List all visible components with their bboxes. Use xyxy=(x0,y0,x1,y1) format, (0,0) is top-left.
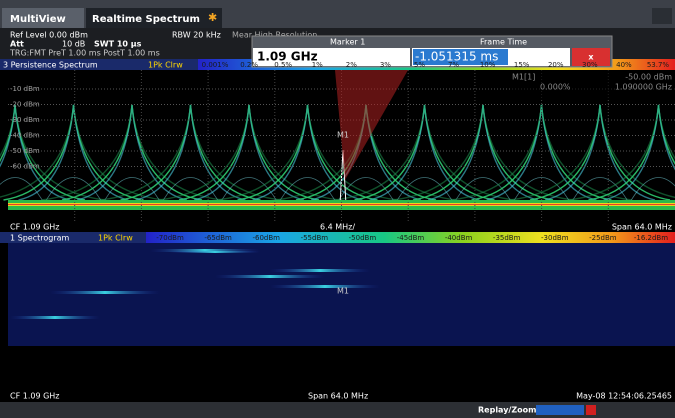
colorbar-label: 40% xyxy=(616,61,632,69)
colorbar-label: -25dBm xyxy=(589,234,617,242)
span: Span 64.0 MHz xyxy=(612,223,672,232)
colorbar-label: -16.2dBm xyxy=(634,234,668,242)
y-label: -40 dBm xyxy=(10,132,40,140)
colorbar-label: 15% xyxy=(514,61,530,69)
dialog-label: Marker 1 xyxy=(330,38,365,47)
marker-tag: M1 xyxy=(337,131,349,140)
colorbar-label: -45dBm xyxy=(397,234,425,242)
marker-pct: 0.000% xyxy=(540,83,571,92)
att-value: 10 dB xyxy=(62,40,85,49)
ref-level: Ref Level 0.00 dBm xyxy=(10,31,88,40)
colorbar-label: -35dBm xyxy=(493,234,521,242)
y-label: -50 dBm xyxy=(10,147,40,155)
colorbar-label: -30dBm xyxy=(541,234,569,242)
screen: MultiView Realtime Spectrum ✱ Ref Level … xyxy=(0,0,675,418)
spectrogram-empty xyxy=(8,346,675,390)
status-icon xyxy=(586,405,596,415)
colorbar-label: 0.5% xyxy=(274,61,292,69)
rbw: RBW 20 kHz xyxy=(172,31,221,40)
marker-name: M1[1] xyxy=(512,73,535,82)
swt: SWT 10 µs xyxy=(94,40,142,49)
tab-label: MultiView xyxy=(10,14,66,25)
marker-tag: M1 xyxy=(337,287,349,296)
colorbar-label: 30% xyxy=(582,61,598,69)
colorbar-label: -55dBm xyxy=(301,234,329,242)
div: 6.4 MHz/ xyxy=(320,223,355,232)
menu-button[interactable] xyxy=(652,8,672,24)
trigger: TRG:FMT PreT 1.00 ms PostT 1.00 ms xyxy=(9,49,160,58)
progress xyxy=(536,405,584,415)
tab-label: Realtime Spectrum xyxy=(92,14,200,25)
panel-title: 3 Persistence Spectrum xyxy=(3,61,98,70)
trace-label: 1Pk Clrw xyxy=(98,234,133,243)
span: Span 64.0 MHz xyxy=(308,392,368,401)
y-label: -20 dBm xyxy=(10,101,40,109)
status-mode: Replay/Zoom xyxy=(478,406,536,415)
colorbar-label: 20% xyxy=(548,61,564,69)
colorbar-label: 5% xyxy=(414,61,425,69)
y-label: -30 dBm xyxy=(10,116,40,124)
colorbar-label: -70dBm xyxy=(156,234,184,242)
colorbar-label: 53.7% xyxy=(647,61,670,69)
colorbar-label: -60dBm xyxy=(252,234,280,242)
star-icon: ✱ xyxy=(208,11,217,24)
timestamp: May-08 12:54:06.25465 xyxy=(576,392,672,401)
cf: CF 1.09 GHz xyxy=(10,392,60,401)
marker-freq: 1.090000 GHz xyxy=(615,83,672,92)
att: Att xyxy=(10,40,24,49)
y-label: -60 dBm xyxy=(10,163,40,171)
dialog-label: Frame Time xyxy=(480,38,527,47)
trace-label: 1Pk Clrw xyxy=(148,61,183,70)
colorbar-label: -50dBm xyxy=(349,234,377,242)
marker-level: -50.00 dBm xyxy=(625,73,672,82)
cf: CF 1.09 GHz xyxy=(10,223,60,232)
colorbar-label: -40dBm xyxy=(445,234,473,242)
noise-floor xyxy=(8,204,675,205)
colorbar-label: 1% xyxy=(312,61,323,69)
colorbar-label: 2% xyxy=(346,61,357,69)
colorbar-label: -65dBm xyxy=(204,234,232,242)
colorbar-label: 3% xyxy=(380,61,391,69)
colorbar-label: 7% xyxy=(448,61,459,69)
y-label: -10 dBm xyxy=(10,85,40,93)
panel-title: 1 Spectrogram xyxy=(10,234,70,243)
colorbar-label: 0.2% xyxy=(240,61,258,69)
colorbar-label: 0.001% xyxy=(202,61,229,69)
colorbar-label: 10% xyxy=(480,61,496,69)
